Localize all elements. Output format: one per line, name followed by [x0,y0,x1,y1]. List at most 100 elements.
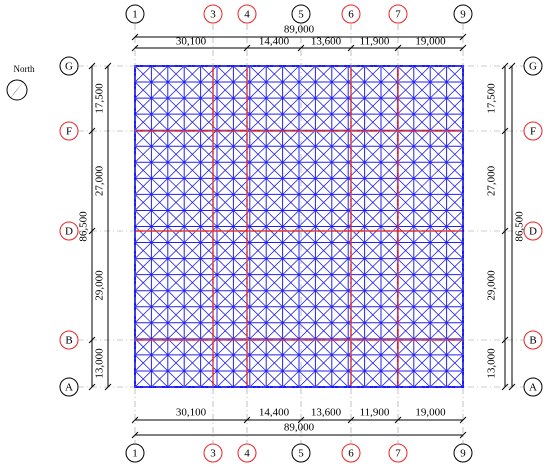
row-label: D [65,226,73,238]
mesh-line [135,290,234,387]
span-dimension: 19,000 [415,407,446,419]
column-label: 6 [348,448,354,460]
mesh-line [135,66,201,131]
span-dimension: 13,600 [311,36,342,48]
dimension-tick [459,416,467,424]
mesh-line [135,66,382,308]
column-label: 3 [210,9,216,21]
row-bubble [59,221,79,241]
dimension-tick [88,127,96,135]
row-bubble [59,330,79,350]
dimension-tick [508,62,516,70]
span-dimension: 27,000 [94,165,106,196]
mesh-line [135,258,267,387]
north-circle [6,79,28,101]
dimension-tick [394,416,402,424]
column-bubble [203,443,223,463]
column-label: 9 [460,448,466,460]
column-label: 4 [244,9,250,21]
span-dimension: 13,600 [311,407,342,419]
total-dimension: 89,000 [284,422,315,434]
mesh-line [135,225,300,387]
mesh-line [315,241,463,387]
column-bubble [203,4,223,24]
dimension-tick [501,62,509,70]
column-bubble [291,4,311,24]
mesh-line [135,66,349,276]
span-dimension: 14,400 [259,407,290,419]
mesh-line [183,113,463,387]
column-bubble [341,443,361,463]
mesh-line [135,66,431,356]
row-label: D [529,226,537,238]
dimension-tick [501,127,509,135]
dimension-tick [501,336,509,344]
column-label: 5 [298,448,304,460]
column-bubble [453,443,473,463]
column-label: 1 [132,9,138,21]
column-bubble [237,4,257,24]
mesh-line [380,306,463,387]
span-dimension: 11,900 [360,407,390,419]
mesh-line [135,66,283,212]
annotations: 1 1 3 3 4 4 5 5 6 6 7 7 9 9 G G F F D D B B A A 89,000 30,100 14,4… [59,4,543,463]
mesh-line [135,66,447,372]
column-bubble [388,4,408,24]
dimension-tick [297,44,305,52]
row-bubble [523,121,543,141]
row-label: G [65,61,73,73]
mesh-line [347,66,463,179]
mesh-line [135,241,283,387]
dimension-tick [104,62,112,70]
column-label: 1 [132,448,138,460]
dimension-tick [501,383,509,391]
mesh-line [347,274,463,387]
span-dimension: 13,000 [94,348,106,379]
dimension-tick [88,383,96,391]
mesh-line [135,274,251,387]
span-dimension: 19,000 [415,36,446,48]
dimension-tick [297,416,305,424]
dimension-tick [459,431,467,439]
span-dimension: 30,100 [176,407,207,419]
column-label: 3 [210,448,216,460]
mesh-line [216,145,463,387]
mesh-line [331,258,463,387]
total-dimension: 86,500 [514,211,526,242]
row-bubble [523,377,543,397]
dimension-tick [508,383,516,391]
span-dimension: 14,400 [259,36,290,48]
mesh-line [135,306,218,387]
column-bubble [291,443,311,463]
span-dimension: 29,000 [486,270,498,301]
dimension-tick [243,44,251,52]
dimension-tick [104,383,112,391]
span-dimension: 13,000 [486,348,498,379]
mesh-line [200,129,463,387]
mesh-line [135,66,333,260]
column-label: 9 [460,9,466,21]
dimension-tick [243,416,251,424]
dimension-tick [131,431,139,439]
dimension-tick [131,44,139,52]
mesh-line [135,66,398,324]
mesh-line [135,66,251,179]
row-label: B [65,335,72,347]
mesh-line [364,290,463,387]
row-bubble [59,121,79,141]
dimension-tick [88,62,96,70]
span-dimension: 29,000 [94,270,106,301]
column-bubble [453,4,473,24]
mesh-line [315,66,463,212]
mesh-line [135,66,300,228]
column-bubble [388,443,408,463]
span-dimension: 17,500 [486,83,498,114]
row-label: A [529,382,537,394]
dimension-tick [131,416,139,424]
span-dimension: 30,100 [176,36,207,48]
mesh-line [265,193,463,387]
mesh-line [380,66,463,147]
north-pointer [9,80,25,100]
